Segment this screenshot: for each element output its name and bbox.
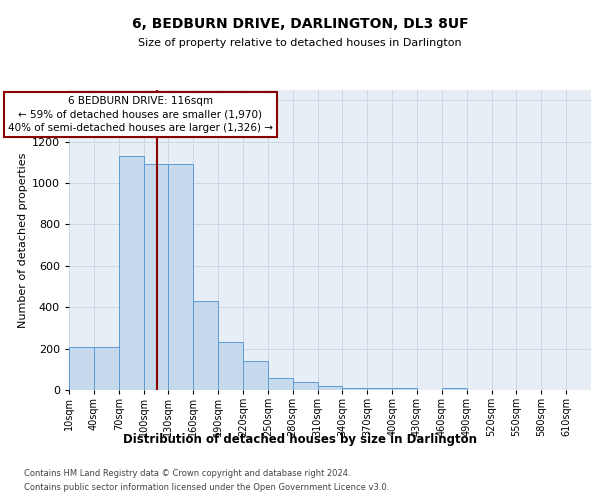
Text: 6, BEDBURN DRIVE, DARLINGTON, DL3 8UF: 6, BEDBURN DRIVE, DARLINGTON, DL3 8UF	[131, 18, 469, 32]
Bar	[94, 346, 119, 390]
Text: 6 BEDBURN DRIVE: 116sqm
← 59% of detached houses are smaller (1,970)
40% of semi: 6 BEDBURN DRIVE: 116sqm ← 59% of detache…	[8, 96, 273, 132]
Bar	[69, 346, 94, 390]
Text: Distribution of detached houses by size in Darlington: Distribution of detached houses by size …	[123, 432, 477, 446]
Bar	[193, 301, 218, 390]
Bar	[392, 388, 417, 390]
Text: Contains public sector information licensed under the Open Government Licence v3: Contains public sector information licen…	[24, 484, 389, 492]
Bar	[243, 361, 268, 390]
Bar	[143, 164, 169, 390]
Bar	[317, 386, 343, 390]
Bar	[367, 388, 392, 390]
Text: Size of property relative to detached houses in Darlington: Size of property relative to detached ho…	[138, 38, 462, 48]
Bar	[119, 156, 143, 390]
Bar	[293, 382, 317, 390]
Bar	[343, 388, 367, 390]
Text: Contains HM Land Registry data © Crown copyright and database right 2024.: Contains HM Land Registry data © Crown c…	[24, 468, 350, 477]
Bar	[218, 342, 243, 390]
Bar	[442, 388, 467, 390]
Bar	[169, 164, 193, 390]
Y-axis label: Number of detached properties: Number of detached properties	[17, 152, 28, 328]
Bar	[268, 378, 293, 390]
